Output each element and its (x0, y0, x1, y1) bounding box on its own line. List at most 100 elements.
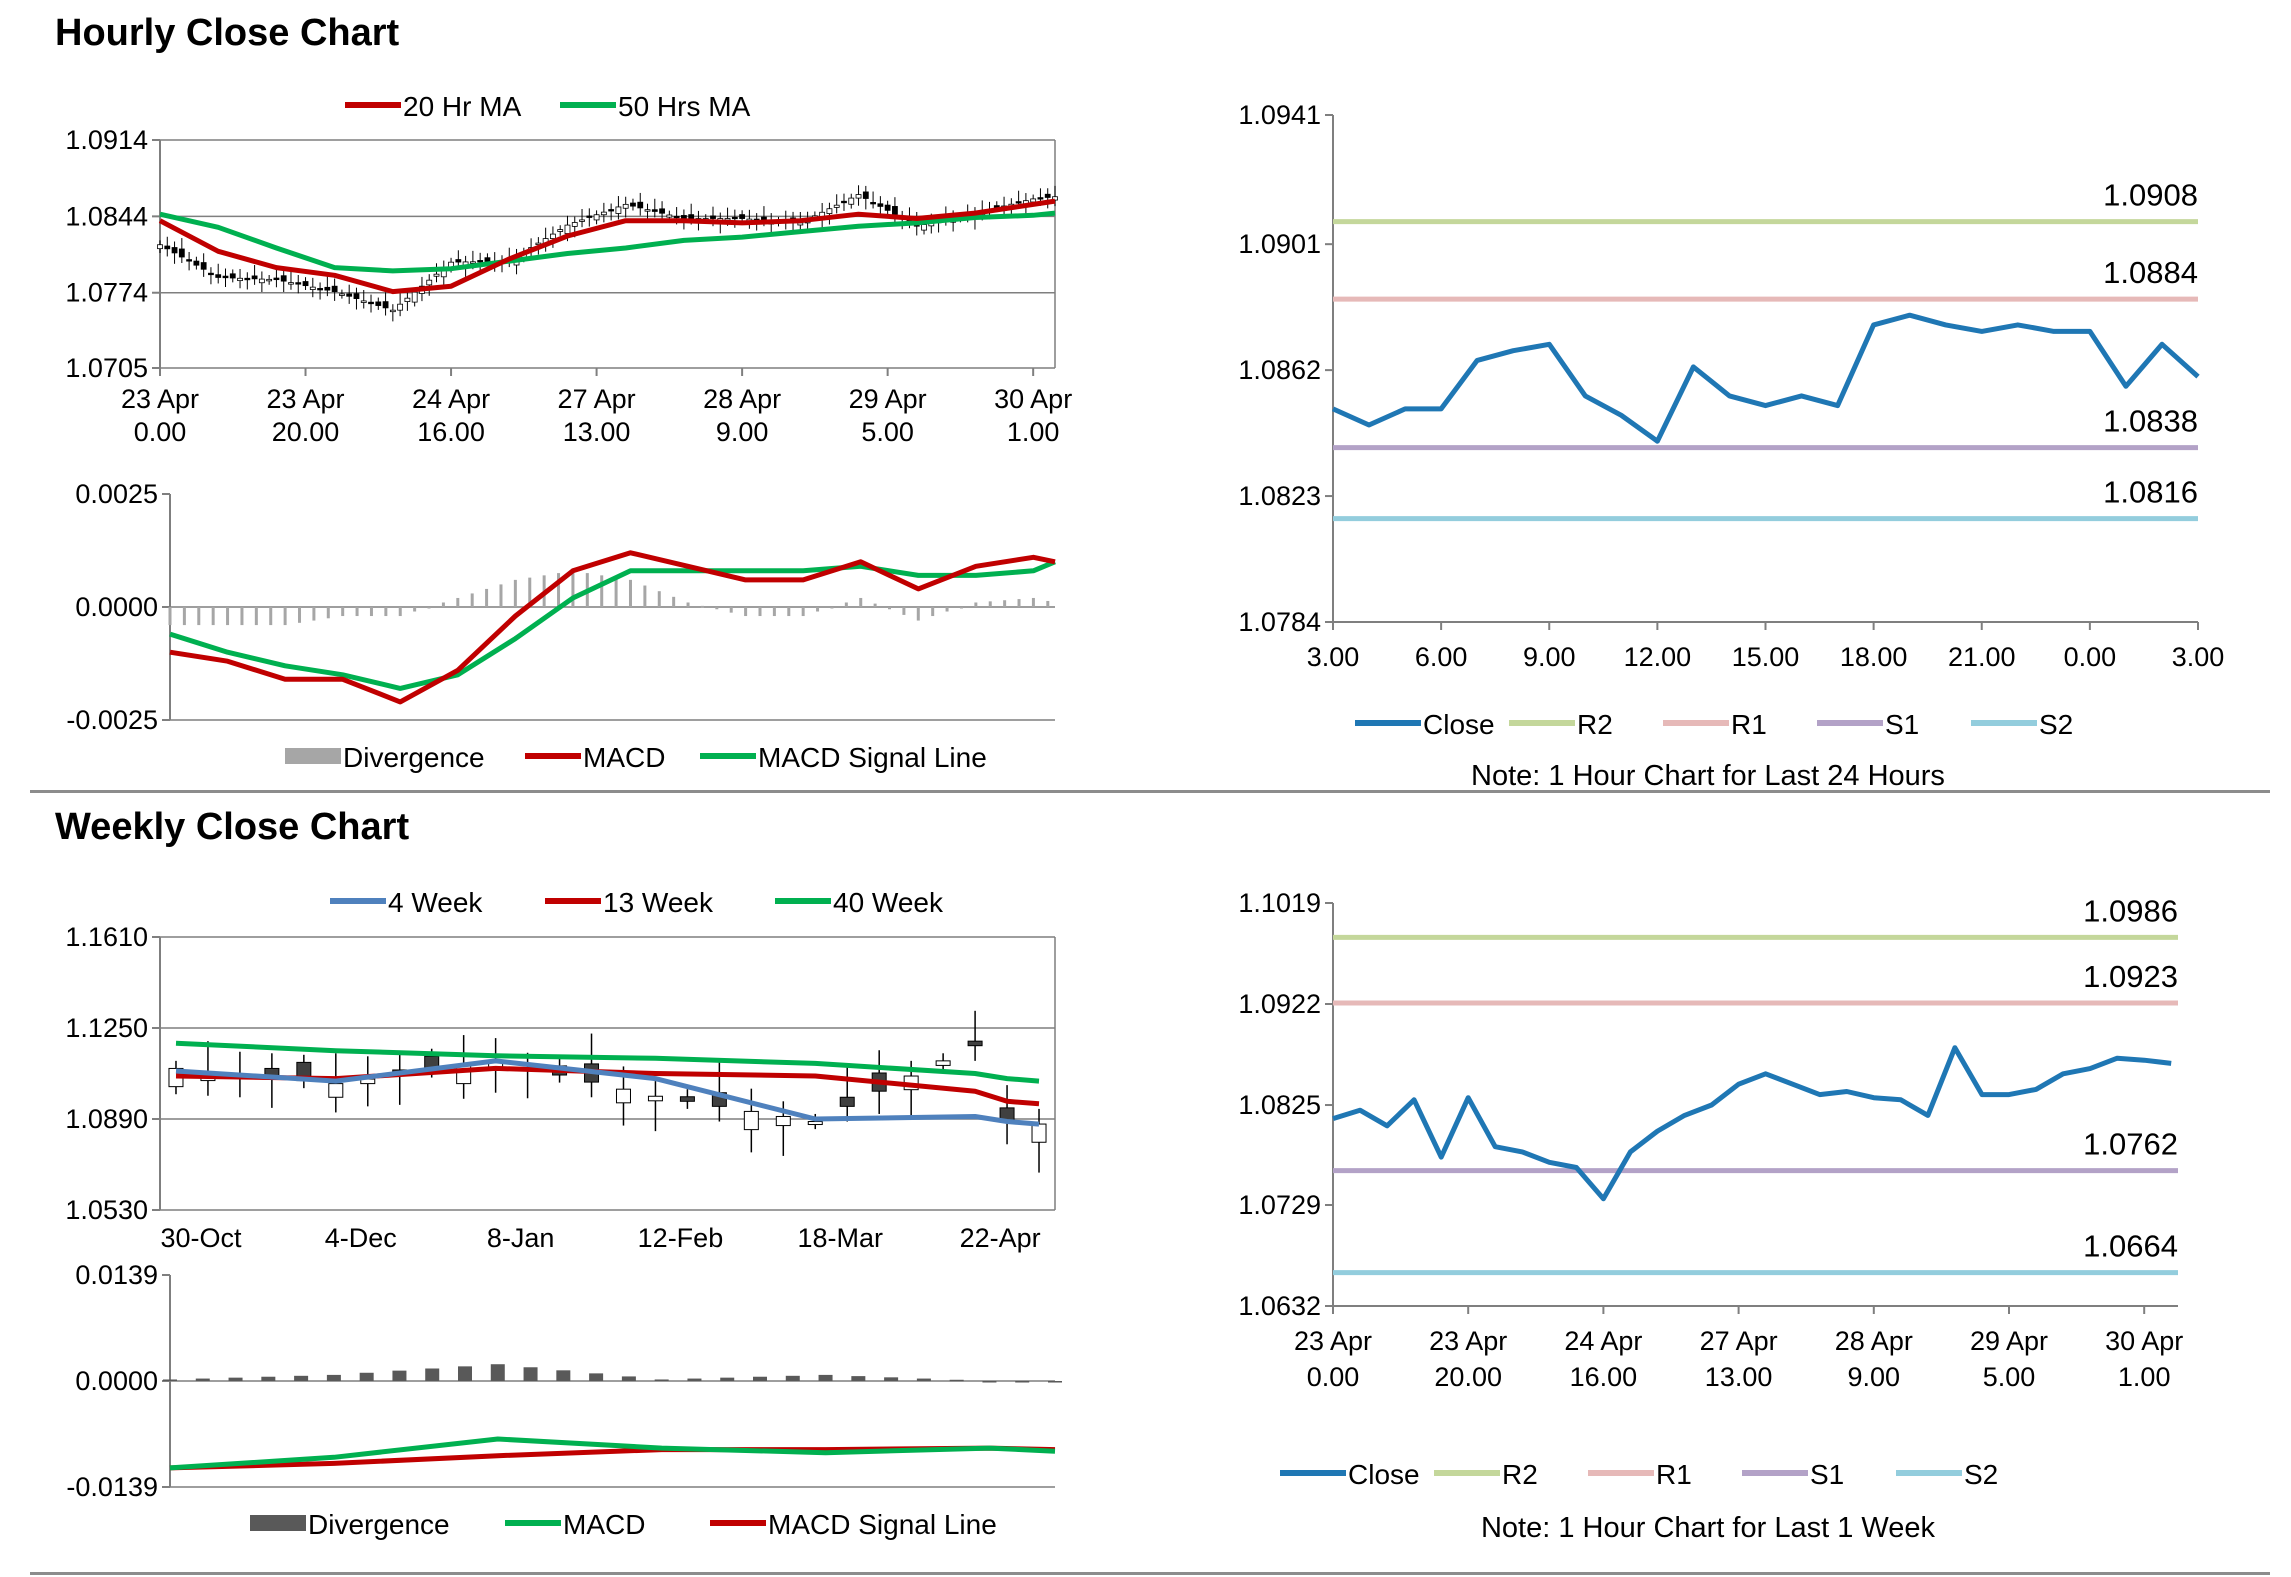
hourly-macd-divergence-bar (355, 607, 359, 617)
x-tick-label: 12-Feb (638, 1223, 724, 1253)
weekly-legend-label: 40 Week (833, 887, 944, 918)
hourly-macd-divergence-bar (844, 602, 848, 607)
candle-body (346, 293, 353, 297)
candle-body (215, 274, 222, 278)
x-tick-label: 24 Apr (412, 384, 490, 414)
hourly-24h-chart: 1.0941 1.0901 1.0862 1.0823 1.0784 1.0908 1.08… (1238, 100, 2224, 792)
candle-body (688, 214, 695, 219)
candle-body (251, 275, 258, 280)
candle-body (1031, 1123, 1047, 1143)
candle-body (157, 244, 163, 250)
hourly-24h-legend-label: S1 (1885, 709, 1919, 740)
candle-body (244, 277, 251, 281)
x-tick-label: 13.00 (563, 417, 631, 447)
weekly-macd-divergence-bar (326, 1374, 341, 1381)
hourly-macd-divergence-bar (672, 596, 676, 607)
candle-body (571, 222, 578, 227)
hourly-legend-label: 50 Hrs MA (618, 91, 751, 122)
weekly-macd-divergence-bar (851, 1376, 866, 1381)
weekly-1w-level-label: 1.0986 (2083, 893, 2178, 928)
hourly-24h-y-tick-label: 1.0823 (1238, 481, 1321, 511)
candle-body (324, 286, 331, 291)
candle-body (775, 1115, 791, 1127)
hourly-macd-divergence-bar (902, 607, 906, 615)
hourly-24h-legend-label: S2 (2039, 709, 2073, 740)
hourly-macd-divergence-bar (226, 607, 230, 626)
hourly-macd-divergence-bar (830, 607, 834, 609)
candle-body (557, 229, 564, 232)
weekly-1w-x-tick-label: 27 Apr (1700, 1326, 1778, 1356)
weekly-macd-divergence-bar (753, 1376, 767, 1381)
weekly-macd-legend-label: Divergence (308, 1509, 450, 1540)
weekly-macd-divergence-bar (884, 1377, 899, 1381)
hourly-24h-x-tick-label: 21.00 (1948, 642, 2016, 672)
hourly-macd-chart: 0.0025 0.0000 -0.0025 Divergence MACD MACD Si… (66, 479, 1056, 773)
candle-body (280, 275, 287, 282)
candle-body (637, 201, 644, 209)
weekly-macd-divergence-bar (1048, 1381, 1062, 1383)
ma-40-week-line (175, 1040, 1040, 1084)
hourly-macd-divergence-bar (700, 605, 704, 608)
hourly-macd-divergence-bar (859, 597, 863, 607)
candle-body (622, 203, 629, 209)
weekly-macd-divergence-bar (687, 1378, 702, 1381)
x-tick-label: 5.00 (861, 417, 914, 447)
weekly-macd-divergence-bar (523, 1367, 538, 1381)
hourly-macd-divergence-bar (657, 591, 661, 607)
candle-body (258, 278, 265, 284)
weekly-1w-y-tick-label: 1.0922 (1238, 989, 1321, 1019)
weekly-1w-x-tick-label: 0.00 (1307, 1362, 1360, 1392)
weekly-macd-divergence-bar (556, 1370, 571, 1381)
section-divider (30, 790, 2270, 793)
candle-body (739, 214, 746, 219)
weekly-macd-y-tick-label: 0.0139 (75, 1260, 158, 1290)
hourly-24h-level-label: 1.0908 (2103, 178, 2198, 213)
weekly-1w-x-tick-label: 30 Apr (2105, 1326, 2183, 1356)
hourly-macd-legend-label: MACD (583, 742, 665, 773)
candle-body (666, 214, 673, 218)
hourly-legend-label: 20 Hr MA (403, 91, 522, 122)
hourly-macd-y-tick-label: 0.0025 (75, 479, 158, 509)
weekly-section-title: Weekly Close Chart (55, 806, 410, 848)
candle-body (593, 214, 600, 221)
candle-body (892, 206, 898, 215)
candle-body (229, 273, 236, 279)
weekly-macd-divergence-bar (425, 1368, 440, 1381)
candle-body (404, 297, 411, 302)
weekly-macd-divergence-bar (359, 1372, 374, 1381)
candle-body (368, 301, 374, 305)
hourly-macd-divergence-bar (916, 607, 920, 621)
x-tick-label: 23 Apr (121, 384, 199, 414)
candle-body (360, 300, 367, 303)
weekly-macd-divergence-bar (621, 1376, 636, 1381)
weekly-1w-chart: 1.1019 1.0922 1.0825 1.0729 1.0632 1.0986 1.09… (1238, 888, 2183, 1544)
hourly-24h-legend-label: R1 (1731, 709, 1767, 740)
candle-body (171, 247, 178, 254)
candle-body (164, 245, 171, 250)
candle-body (550, 233, 556, 239)
hourly-macd-divergence-bar (182, 607, 186, 626)
candle-body (455, 259, 462, 263)
weekly-macd-divergence-bar (1015, 1381, 1030, 1383)
candle-body (477, 260, 484, 263)
x-tick-label: 27 Apr (558, 384, 636, 414)
hourly-24h-note: Note: 1 Hour Chart for Last 24 Hours (1471, 760, 1945, 792)
hourly-price-y-tick-label: 1.0774 (65, 278, 148, 308)
hourly-24h-x-tick-label: 15.00 (1732, 642, 1800, 672)
ma-50-line (159, 210, 1056, 274)
candle-body (841, 200, 847, 204)
hourly-price-y-tick-label: 1.0705 (65, 353, 148, 383)
hourly-macd-divergence-bar (686, 602, 690, 607)
candle-body (302, 281, 309, 287)
hourly-macd-divergence-bar (945, 607, 949, 612)
x-tick-label: 30 Apr (994, 384, 1072, 414)
candle-body (295, 282, 302, 285)
weekly-macd-divergence-bar (163, 1379, 177, 1381)
hourly-macd-divergence-bar (772, 607, 776, 617)
hourly-macd-divergence-bar (413, 607, 417, 612)
weekly-1w-legend-label: R1 (1656, 1459, 1692, 1490)
hourly-macd-divergence-bar (269, 607, 273, 626)
weekly-1w-x-tick-label: 5.00 (1983, 1362, 2036, 1392)
hourly-24h-x-tick-label: 3.00 (1307, 642, 1360, 672)
hourly-macd-divergence-bar (888, 607, 892, 610)
